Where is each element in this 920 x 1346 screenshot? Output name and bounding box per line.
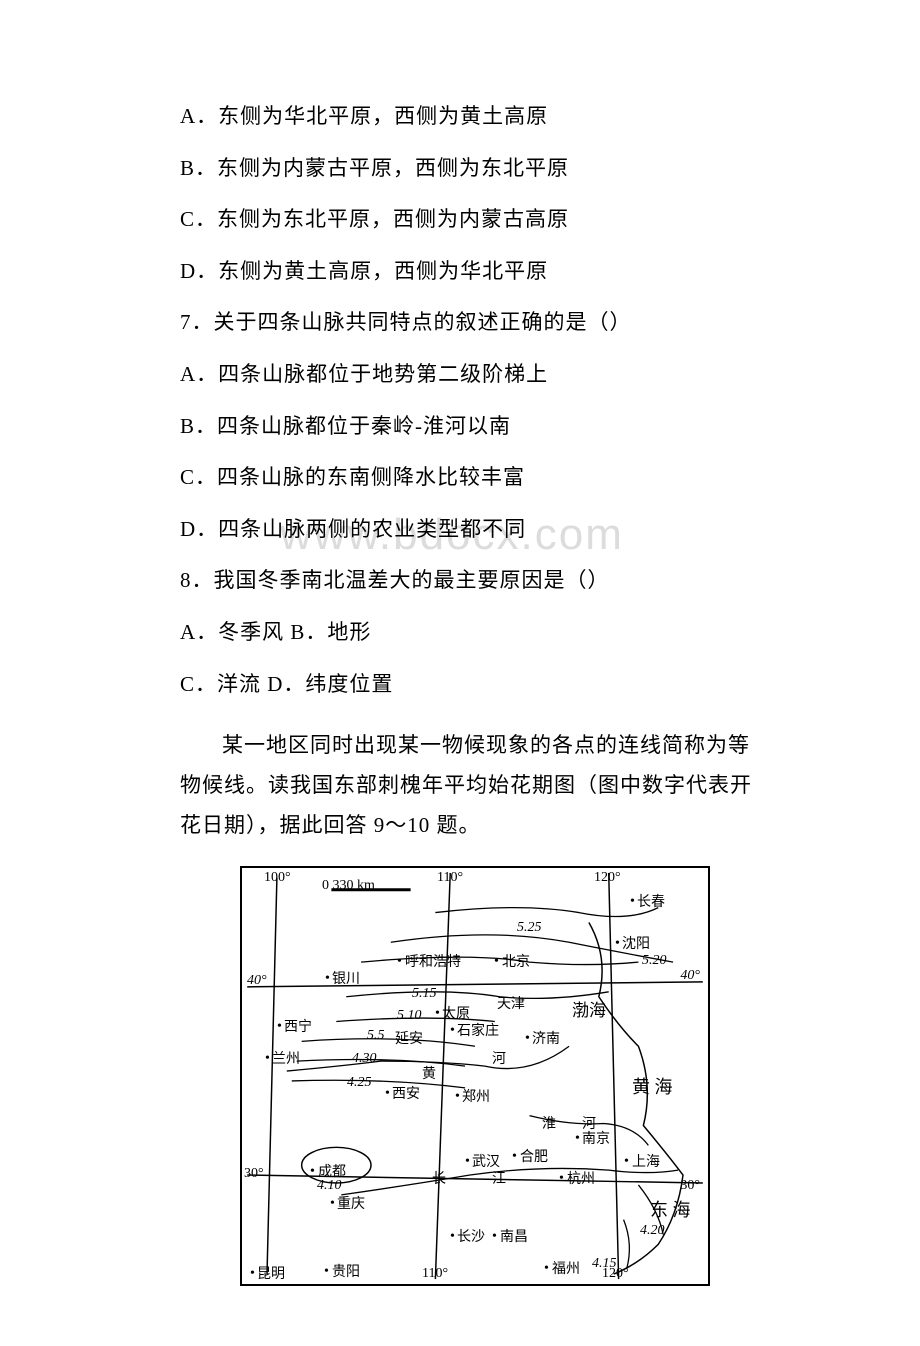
lon-120-top: 120° bbox=[594, 870, 621, 886]
river-he: 河 bbox=[492, 1048, 506, 1068]
city-lanzhou: 兰州 bbox=[272, 1048, 300, 1068]
q6-option-c: C．东侧为东北平原，西侧为内蒙古高原 bbox=[180, 203, 770, 237]
date-430: 4.30 bbox=[352, 1051, 377, 1067]
city-guiyang: 贵阳 bbox=[332, 1261, 360, 1281]
lat-30-left: 30° bbox=[244, 1166, 264, 1182]
lat-30-right: 30° bbox=[680, 1178, 700, 1194]
city-kunming: 昆明 bbox=[257, 1263, 285, 1283]
city-chongqing: 重庆 bbox=[337, 1193, 365, 1213]
river-huaihe2: 河 bbox=[582, 1113, 596, 1133]
q7-stem: 7．关于四条山脉共同特点的叙述正确的是（） bbox=[180, 306, 770, 340]
river-huai: 淮 bbox=[542, 1113, 556, 1133]
date-415: 4.15 bbox=[592, 1256, 617, 1272]
city-beijing: 北京 bbox=[502, 951, 530, 971]
q8-option-ab: A．冬季风 B．地形 bbox=[180, 616, 770, 650]
date-515: 5.15 bbox=[412, 986, 437, 1002]
q7-option-b: B．四条山脉都位于秦岭-淮河以南 bbox=[180, 410, 770, 444]
city-nanchang: 南昌 bbox=[500, 1226, 528, 1246]
city-chengdu: 成都 bbox=[318, 1161, 346, 1181]
city-shanghai: 上海 bbox=[632, 1151, 660, 1171]
city-hefei: 合肥 bbox=[520, 1146, 548, 1166]
q6-option-a: A．东侧为华北平原，西侧为黄土高原 bbox=[180, 100, 770, 134]
context-paragraph: 某一地区同时出现某一物候现象的各点的连线简称为等物候线。读我国东部刺槐年平均始花… bbox=[180, 726, 770, 846]
city-yanan: 延安 bbox=[395, 1028, 423, 1048]
scale-label: 0 330 km bbox=[322, 878, 375, 894]
date-525: 5.25 bbox=[517, 920, 542, 936]
city-tianjin: 天津 bbox=[497, 993, 525, 1013]
date-510: 5.10 bbox=[397, 1008, 422, 1024]
city-fuzhou: 福州 bbox=[552, 1258, 580, 1278]
city-jinan: 济南 bbox=[532, 1028, 560, 1048]
city-xining: 西宁 bbox=[284, 1016, 312, 1036]
city-xian: 西安 bbox=[392, 1083, 420, 1103]
date-520: 5.20 bbox=[642, 953, 667, 969]
q8-option-cd: C．洋流 D．纬度位置 bbox=[180, 668, 770, 702]
river-jiang: 江 bbox=[492, 1168, 506, 1188]
city-changchun: 长春 bbox=[637, 891, 665, 911]
q7-option-a: A．四条山脉都位于地势第二级阶梯上 bbox=[180, 358, 770, 392]
city-shijiazhuang: 石家庄 bbox=[457, 1020, 499, 1040]
q7-option-d: D．四条山脉两侧的农业类型都不同 bbox=[180, 513, 770, 547]
sea-donghai: 东 海 bbox=[650, 1196, 691, 1222]
q7-option-c: C．四条山脉的东南侧降水比较丰富 bbox=[180, 461, 770, 495]
lat-40-right: 40° bbox=[680, 968, 700, 984]
city-yinchuan: 银川 bbox=[332, 968, 360, 988]
date-55: 5.5 bbox=[367, 1028, 385, 1044]
q8-stem: 8．我国冬季南北温差大的最主要原因是（） bbox=[180, 564, 770, 598]
city-shenyang: 沈阳 bbox=[622, 933, 650, 953]
lon-110-bot: 110° bbox=[422, 1266, 448, 1282]
lon-100: 100° bbox=[264, 870, 291, 886]
city-huhehaote: 呼和浩特 bbox=[405, 951, 461, 971]
river-huang: 黄 bbox=[422, 1063, 436, 1083]
city-zhengzhou: 郑州 bbox=[462, 1086, 490, 1106]
city-changsha: 长沙 bbox=[457, 1226, 485, 1246]
document-content: A．东侧为华北平原，西侧为黄土高原 B．东侧为内蒙古平原，西侧为东北平原 C．东… bbox=[180, 100, 770, 1286]
lon-110-top: 110° bbox=[437, 870, 463, 886]
sea-bohai: 渤海 bbox=[572, 996, 606, 1021]
sea-huanghai: 黄 海 bbox=[632, 1073, 673, 1099]
map-container: 100° 110° 120° 110° 120° 40° 40° 30° 30°… bbox=[180, 866, 770, 1286]
q6-option-b: B．东侧为内蒙古平原，西侧为东北平原 bbox=[180, 152, 770, 186]
date-420: 4.20 bbox=[640, 1223, 665, 1239]
map-figure: 100° 110° 120° 110° 120° 40° 40° 30° 30°… bbox=[240, 866, 710, 1286]
date-425: 4.25 bbox=[347, 1075, 372, 1091]
city-hangzhou: 杭州 bbox=[567, 1168, 595, 1188]
river-chang: 长 bbox=[432, 1168, 446, 1188]
q6-option-d: D．东侧为黄土高原，西侧为华北平原 bbox=[180, 255, 770, 289]
lat-40-left: 40° bbox=[247, 973, 267, 989]
